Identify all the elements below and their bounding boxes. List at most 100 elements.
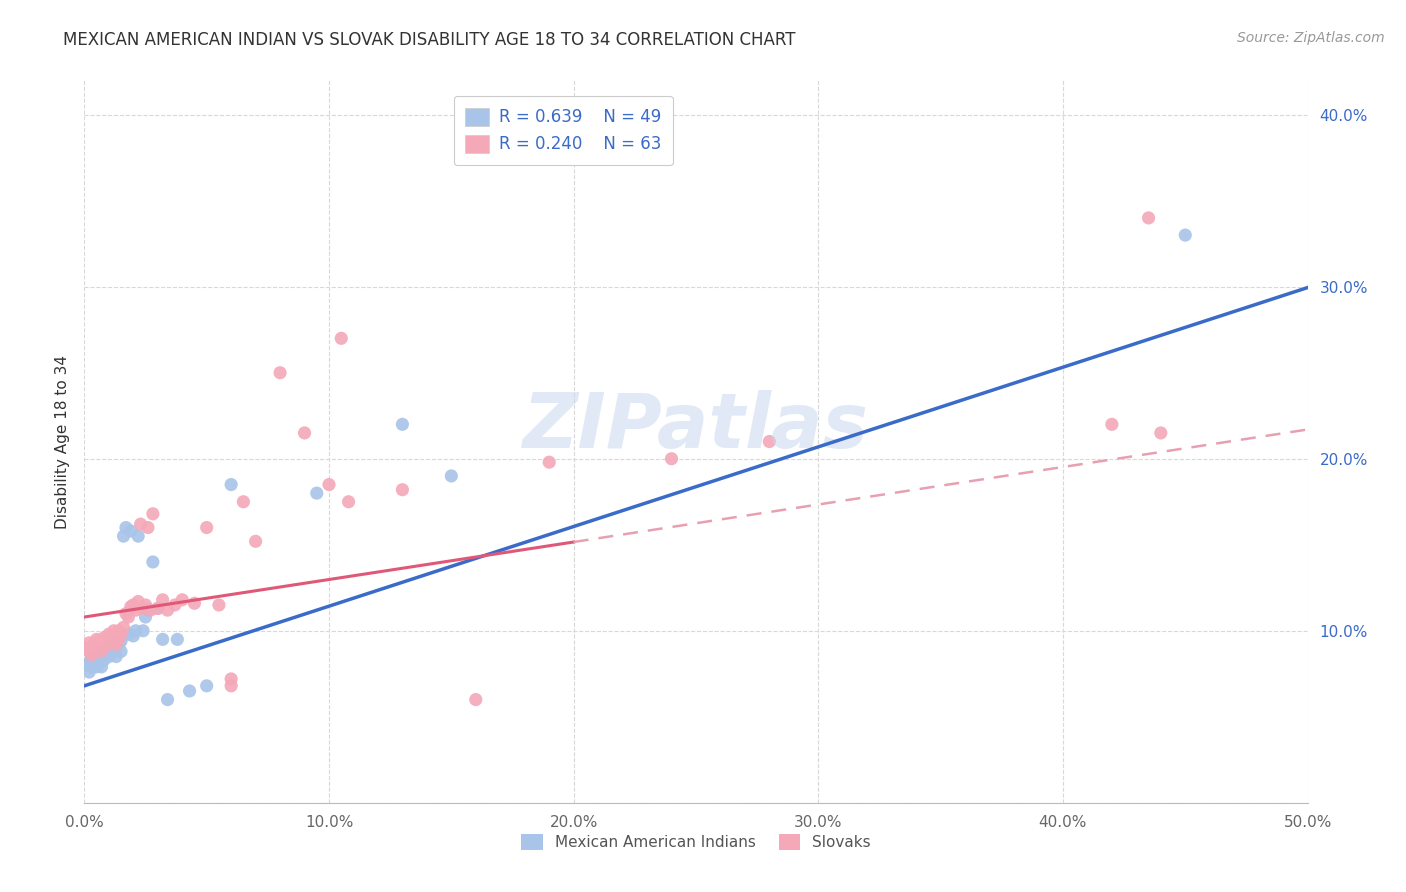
Point (83, 644, 105, 658)
Text: MEXICAN AMERICAN INDIAN VS SLOVAK DISABILITY AGE 18 TO 34 CORRELATION CHART: MEXICAN AMERICAN INDIAN VS SLOVAK DISABI… (63, 31, 796, 49)
Point (105, 640, 128, 655)
Point (219, 477, 242, 491)
Point (83, 658, 105, 673)
Point (87, 640, 110, 655)
Point (337, 494, 360, 508)
Point (100, 640, 122, 655)
Point (245, 534, 267, 549)
Point (115, 607, 138, 621)
Point (105, 638, 128, 652)
Point (105, 631, 128, 645)
Point (97, 627, 120, 641)
Point (232, 494, 254, 508)
Point (269, 366, 291, 380)
Point (93, 644, 115, 658)
Point (90, 644, 112, 658)
Point (80, 651, 103, 665)
Point (93, 638, 115, 652)
Point (76, 640, 98, 655)
Point (83, 655, 105, 669)
Point (112, 529, 135, 543)
Point (195, 520, 218, 534)
Point (166, 632, 188, 647)
Point (86, 649, 108, 664)
Point (330, 331, 353, 345)
Point (661, 451, 683, 466)
Point (391, 483, 413, 497)
Point (90, 660, 112, 674)
Point (86, 632, 108, 647)
Point (107, 636, 129, 650)
Point (83, 638, 105, 652)
Point (120, 524, 142, 538)
Point (172, 592, 194, 607)
Point (93, 653, 115, 667)
Legend: Mexican American Indians, Slovaks: Mexican American Indians, Slovaks (515, 828, 877, 856)
Point (1150, 425, 1173, 440)
Point (1101, 417, 1123, 432)
Point (127, 529, 149, 543)
Point (146, 601, 169, 615)
Y-axis label: Disability Age 18 to 34: Disability Age 18 to 34 (55, 354, 70, 529)
Point (107, 632, 129, 647)
Point (219, 679, 242, 693)
Point (96, 648, 118, 662)
Point (305, 486, 328, 500)
Point (90, 638, 112, 652)
Point (146, 601, 169, 615)
Point (125, 624, 148, 638)
Text: Source: ZipAtlas.com: Source: ZipAtlas.com (1237, 31, 1385, 45)
Point (125, 603, 148, 617)
Point (758, 434, 780, 449)
Point (107, 624, 129, 638)
Point (76, 658, 98, 673)
Point (136, 603, 159, 617)
Point (97, 638, 120, 652)
Point (294, 425, 316, 440)
Point (97, 642, 120, 657)
Point (110, 627, 132, 641)
Point (77, 644, 100, 658)
Point (103, 638, 125, 652)
Point (93, 631, 115, 645)
Point (80, 640, 103, 655)
Point (110, 634, 132, 648)
Point (139, 603, 162, 617)
Point (538, 455, 561, 469)
Point (87, 634, 110, 648)
Point (77, 665, 100, 679)
Point (103, 632, 125, 647)
Point (103, 644, 125, 658)
Point (97, 649, 120, 664)
Point (120, 599, 142, 614)
Point (163, 598, 186, 612)
Point (156, 692, 179, 706)
Point (122, 629, 145, 643)
Point (103, 624, 125, 638)
Point (464, 692, 486, 706)
Point (117, 610, 139, 624)
Point (129, 517, 152, 532)
Point (100, 632, 122, 647)
Point (115, 520, 138, 534)
Point (122, 598, 145, 612)
Text: ZIPatlas: ZIPatlas (523, 390, 869, 464)
Point (87, 653, 110, 667)
Point (80, 660, 103, 674)
Point (179, 684, 201, 698)
Point (96, 632, 118, 647)
Point (142, 507, 165, 521)
Point (77, 655, 100, 669)
Point (86, 660, 108, 674)
Point (219, 672, 242, 686)
Point (195, 679, 218, 693)
Point (156, 603, 179, 617)
Point (1174, 228, 1197, 243)
Point (440, 469, 463, 483)
Point (152, 592, 174, 607)
Point (135, 598, 157, 612)
Point (152, 632, 174, 647)
Point (132, 624, 155, 638)
Point (132, 601, 155, 615)
Point (77, 636, 100, 650)
